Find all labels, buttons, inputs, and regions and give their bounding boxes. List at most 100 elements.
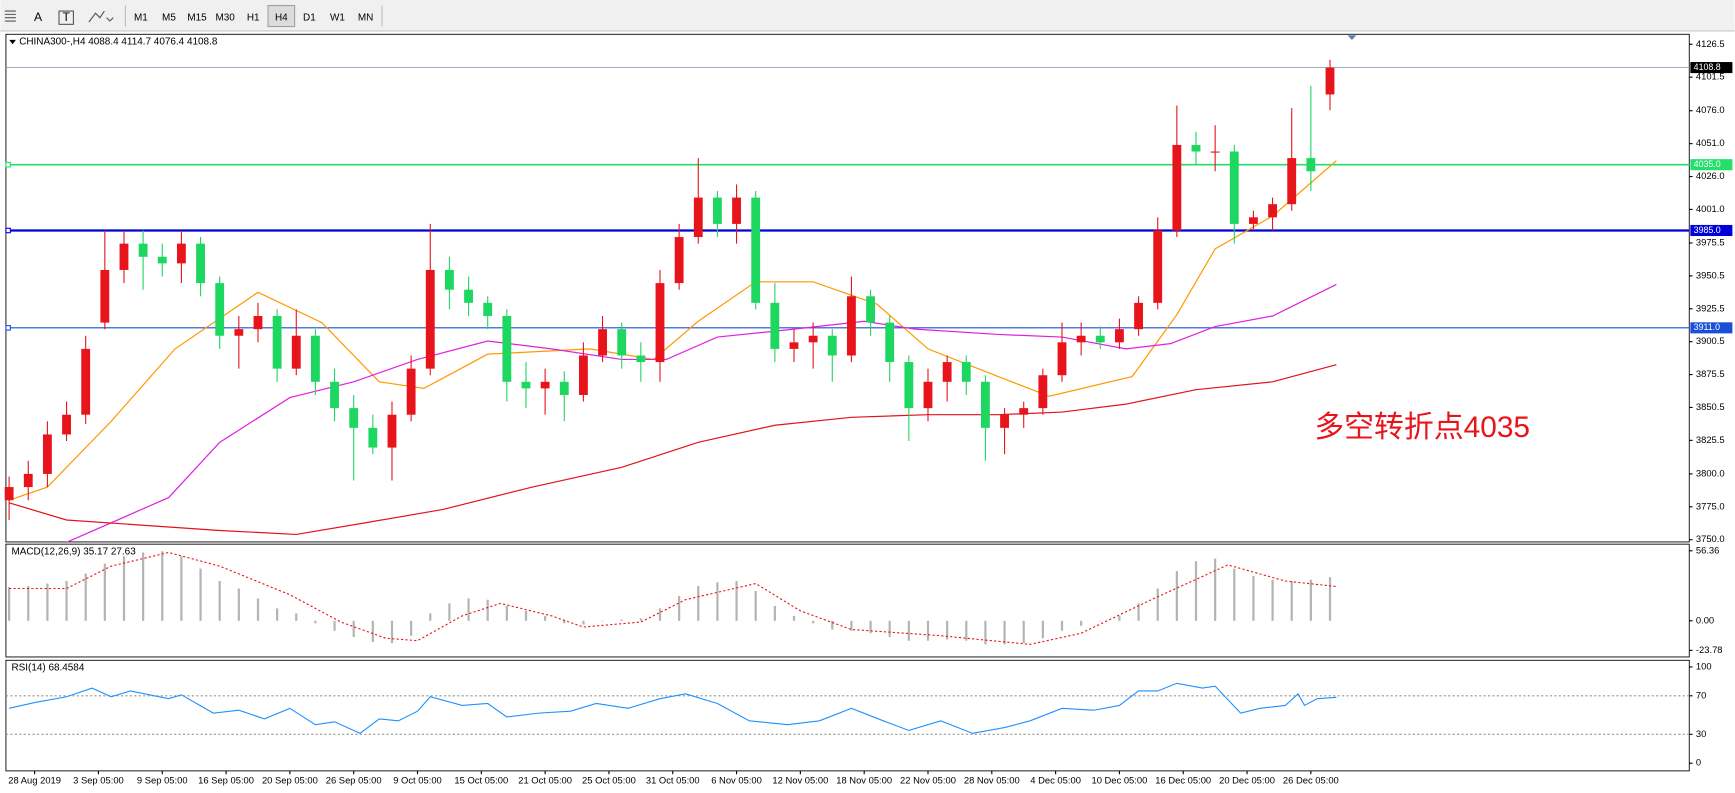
macd-bar [1175, 571, 1178, 621]
macd-bar [754, 590, 757, 621]
timeframe-button[interactable]: MN [358, 12, 373, 23]
macd-bar [161, 551, 164, 621]
x-tick-label: 10 Dec 05:00 [1091, 774, 1147, 785]
timeframe-button[interactable]: M30 [215, 12, 235, 23]
timeframe-button[interactable]: H1 [247, 12, 260, 23]
timeframe-button[interactable]: H4 [275, 12, 288, 23]
x-tick-label: 4 Dec 05:00 [1030, 774, 1081, 785]
candle-body [157, 256, 167, 264]
timeframe-button[interactable]: W1 [330, 12, 345, 23]
candle-body [1210, 151, 1220, 153]
y-tick-label: 4076.0 [1696, 104, 1725, 115]
macd-bar [199, 568, 202, 621]
candle-body [1038, 375, 1048, 409]
grip-icon [4, 10, 16, 22]
macd-bar [276, 608, 279, 621]
timeframe-button[interactable]: M15 [187, 12, 207, 23]
candle-body [617, 329, 627, 356]
x-tick-label: 16 Dec 05:00 [1155, 774, 1211, 785]
y-tick-label: 3975.5 [1696, 236, 1725, 247]
candle-body [253, 316, 263, 330]
timeframe-button[interactable]: M1 [134, 12, 148, 23]
macd-bar [831, 620, 834, 630]
level-handle [5, 161, 11, 168]
macd-bar [1290, 581, 1293, 621]
macd-bar [333, 620, 336, 631]
candle-body [176, 243, 186, 264]
candle-body [808, 335, 818, 343]
candle-body [1172, 144, 1182, 231]
y-tick-label: 3775.0 [1696, 500, 1725, 511]
macd-bar [869, 620, 872, 634]
y-tick-label: 3950.5 [1696, 269, 1725, 280]
timeframe-button[interactable]: D1 [303, 12, 316, 23]
macd-bar [142, 552, 145, 621]
panel-frame [5, 659, 1690, 772]
x-tick-label: 28 Nov 05:00 [964, 774, 1020, 785]
candle-body [866, 296, 875, 323]
macd-bar [448, 603, 451, 621]
candle-body [1134, 302, 1143, 330]
macd-bar [1233, 568, 1236, 621]
tool-button[interactable]: T [62, 10, 70, 24]
level-handle [5, 325, 11, 331]
toolbar-icons [4, 5, 383, 27]
y-tick-label: 100 [1696, 660, 1712, 671]
x-tick-label: 3 Sep 05:00 [73, 774, 124, 785]
level-handle [5, 227, 11, 234]
candle-body [578, 355, 588, 395]
x-tick-label: 18 Nov 05:00 [836, 774, 892, 785]
candle-body [693, 197, 703, 238]
y-tick-label: 70 [1696, 689, 1706, 700]
candle-body [732, 197, 741, 224]
macd-bar [1099, 620, 1102, 622]
macd-bar [429, 613, 432, 621]
macd-bar [620, 619, 623, 621]
chart-layer: A T M1 M5 M15 M30 H1 H4 D1 W1 MN CHINA300-,H4 4088.… [4, 4, 1733, 785]
candle-body [368, 427, 378, 448]
candle-body [789, 342, 799, 349]
tool-button[interactable]: A [34, 10, 43, 24]
macd-bar [1328, 577, 1332, 621]
arrow-icon [88, 10, 114, 23]
macd-bar [907, 620, 910, 641]
indicator-title: CHINA300-,H4 4088.4 4114.7 4076.4 4108.8 [19, 37, 218, 48]
macd-bar [678, 595, 681, 621]
moving-average [8, 160, 1337, 501]
macd-bar [1214, 558, 1217, 621]
macd-bar [65, 581, 68, 621]
macd-bar [295, 613, 298, 621]
macd-bar [1041, 620, 1044, 639]
candle-body [62, 414, 71, 435]
macd-bar [486, 599, 489, 621]
y-tick-label: 4101.5 [1696, 71, 1725, 82]
timeframe-button[interactable]: M5 [162, 12, 176, 23]
candle-body [483, 302, 493, 317]
macd-bar [582, 620, 585, 625]
candle-body [1153, 230, 1163, 303]
macd-bar [237, 588, 240, 621]
candle-body [1095, 335, 1105, 343]
macd-bar [256, 598, 260, 621]
macd-bar [410, 620, 413, 636]
x-tick-label: 26 Sep 05:00 [326, 774, 382, 785]
candle-body [119, 243, 129, 270]
macd-bar [1060, 620, 1064, 631]
y-tick-label: 3850.5 [1696, 401, 1725, 412]
candle-body [1268, 204, 1277, 218]
x-tick-label: 12 Nov 05:00 [772, 774, 828, 785]
text-icon-box [58, 10, 74, 25]
level-label: 3985.0 [1694, 225, 1721, 235]
macd-bar [697, 586, 700, 621]
candle-body [349, 408, 359, 428]
rsi-line [8, 682, 1337, 734]
y-tick-label: 4026.0 [1696, 170, 1725, 181]
macd-bar [314, 620, 317, 624]
candle-body [942, 362, 952, 382]
y-tick-label: 0 [1696, 757, 1701, 768]
annotation: 多空转折点4035 [1314, 411, 1530, 444]
macd-bar [926, 620, 930, 641]
candle-body [559, 381, 569, 395]
y-tick-label: 0.00 [1696, 614, 1714, 625]
macd-bar [1003, 620, 1006, 645]
